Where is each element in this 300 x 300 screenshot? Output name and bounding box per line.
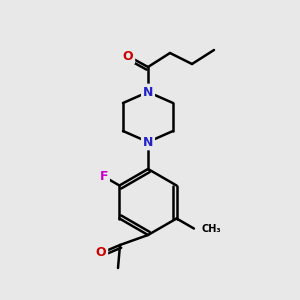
Text: F: F (100, 170, 108, 183)
Text: CH₃: CH₃ (202, 224, 221, 233)
Text: N: N (143, 136, 153, 148)
Text: N: N (143, 85, 153, 98)
Text: O: O (123, 50, 133, 62)
Text: O: O (96, 247, 106, 260)
